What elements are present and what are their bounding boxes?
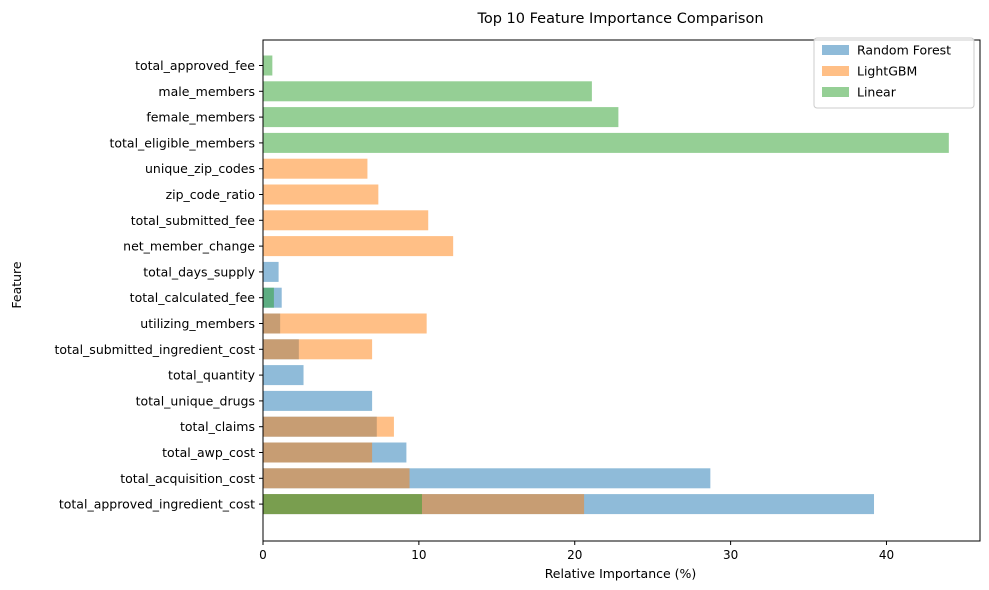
bar-linear-female-members <box>263 107 619 128</box>
legend: Random Forest LightGBM Linear <box>813 37 975 109</box>
bar-random-forest-total-quantity <box>263 365 304 386</box>
x-axis-label: Relative Importance (%) <box>545 566 697 581</box>
y-tick-label: zip_code_ratio <box>166 187 255 202</box>
y-tick-label: total_claims <box>180 419 255 434</box>
y-tick-label: total_awp_cost <box>162 445 255 460</box>
bar-lightgbm-net-member-change <box>263 236 454 257</box>
bar-lightgbm-total-submitted-fee <box>263 210 429 231</box>
x-tick-label: 30 <box>723 548 738 562</box>
y-tick-label: total_approved_fee <box>135 58 255 73</box>
y-tick-label: female_members <box>146 110 255 125</box>
y-tick-label: unique_zip_codes <box>145 161 255 176</box>
legend-label: LightGBM <box>857 64 917 79</box>
bar-lightgbm-total-claims <box>263 416 394 437</box>
legend-swatch <box>822 87 849 97</box>
axes-layer: 0 10 20 30 40 total_approved_ingredient_cost t… <box>54 39 981 562</box>
legend-swatch <box>822 45 849 55</box>
y-tick-label: total_unique_drugs <box>136 393 255 408</box>
y-tick-label: utilizing_members <box>140 316 255 331</box>
bar-lightgbm-total-awp-cost <box>263 442 373 463</box>
y-tick-label: total_calculated_fee <box>130 290 256 305</box>
bar-lightgbm-utilizing-members <box>263 313 427 334</box>
bar-lightgbm-total-submitted-ingredient-cost <box>263 339 373 360</box>
bar-lightgbm-unique-zip-codes <box>263 158 368 179</box>
x-tick-label: 0 <box>259 548 267 562</box>
legend-frame <box>813 37 975 109</box>
bar-linear-total-calculated-fee <box>263 287 274 308</box>
bar-linear-male-members <box>263 81 592 102</box>
y-tick-label: total_acquisition_cost <box>120 471 255 486</box>
bar-linear-total-approved-ingredient-cost <box>263 494 422 515</box>
y-axis-label: Feature <box>9 261 24 309</box>
x-tick-label: 10 <box>411 548 426 562</box>
legend-swatch <box>822 66 849 76</box>
y-tick-label: total_quantity <box>168 368 256 383</box>
bar-lightgbm-zip-code-ratio <box>263 184 379 205</box>
chart-title: Top 10 Feature Importance Comparison <box>476 11 763 27</box>
bar-linear-total-approved-fee <box>263 55 273 76</box>
bar-random-forest-total-unique-drugs <box>263 390 373 411</box>
bars-layer <box>263 55 949 515</box>
y-tick-label: total_approved_ingredient_cost <box>59 497 255 512</box>
y-tick-label: total_submitted_ingredient_cost <box>54 342 255 357</box>
x-tick-label: 40 <box>879 548 894 562</box>
bar-lightgbm-total-acquisition-cost <box>263 468 410 489</box>
bar-linear-total-eligible-members <box>263 132 949 153</box>
legend-label: Random Forest <box>857 43 951 58</box>
legend-label: Linear <box>857 85 897 100</box>
plot-frame <box>262 39 981 542</box>
y-tick-label: total_days_supply <box>143 264 255 279</box>
y-tick-label: male_members <box>158 84 255 99</box>
y-tick-label: total_submitted_fee <box>131 213 256 228</box>
y-tick-label: total_eligible_members <box>109 135 255 150</box>
y-tick-label: net_member_change <box>123 239 255 254</box>
x-tick-label: 20 <box>567 548 582 562</box>
bar-random-forest-total-days-supply <box>263 261 279 282</box>
